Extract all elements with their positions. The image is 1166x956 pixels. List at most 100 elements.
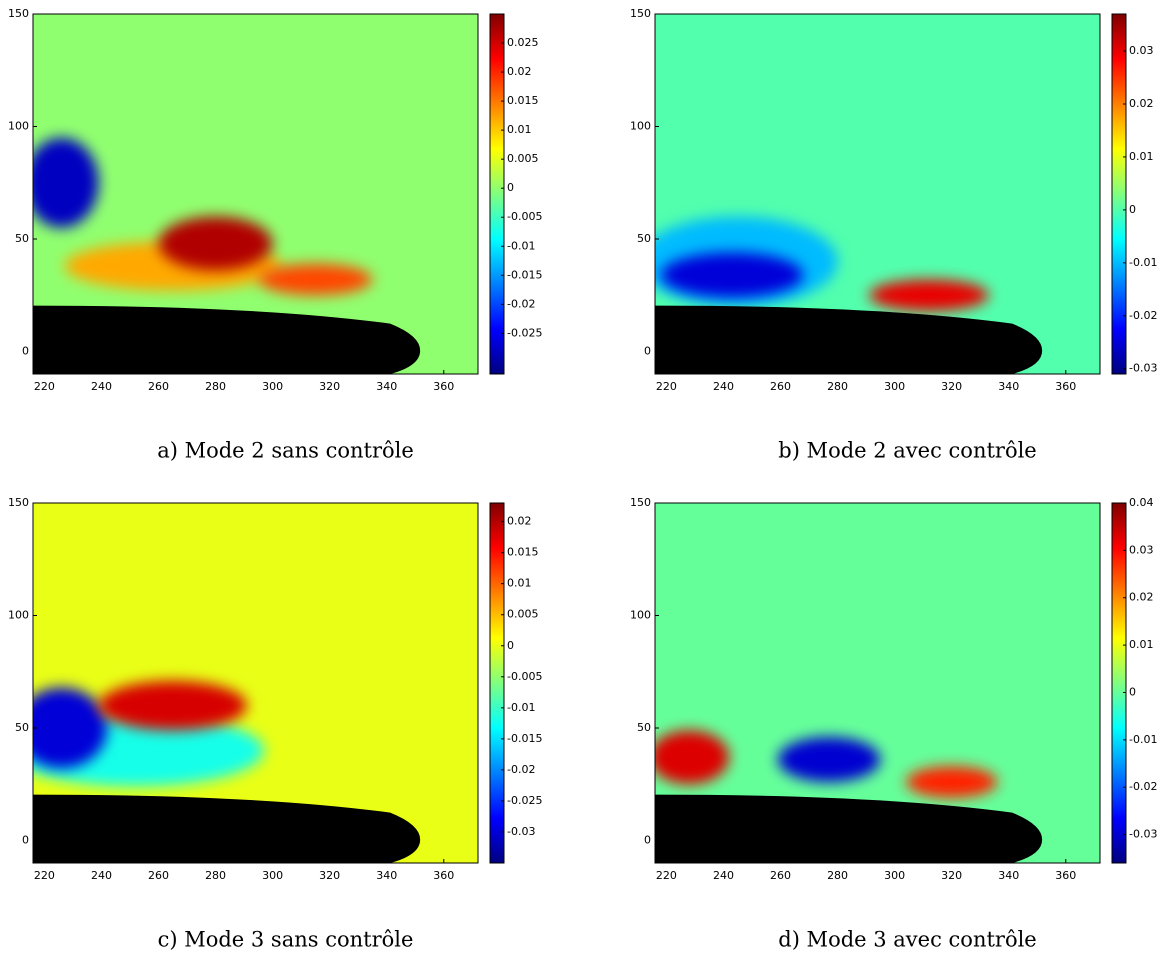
colorbar-tick-label: 0.01 [507,123,532,136]
axes-frame [654,502,1101,864]
colorbar-tick-label: 0.01 [1129,150,1154,163]
y-tick-label: 100 [8,609,29,622]
field-blob [777,737,881,782]
colorbar-tick-label: -0.01 [507,701,535,714]
x-tick-label: 220 [656,869,677,882]
colorbar-tick-label: 0.03 [1129,44,1154,57]
x-tick-label: 280 [827,380,848,393]
colorbar [489,13,505,375]
obstacle [655,305,1043,374]
plot-area [655,503,1100,863]
x-tick-label: 300 [884,869,905,882]
colorbar-tick-label: -0.005 [507,670,542,683]
obstacle [33,305,421,374]
colorbar-tick-label: 0.03 [1129,543,1154,556]
colorbar [1111,13,1127,375]
axes-frame [32,13,479,375]
y-tick-label: 0 [22,345,29,358]
y-tick-label: 50 [15,232,29,245]
y-tick-label: 0 [22,834,29,847]
caption: b) Mode 2 avec contrôle [778,439,1036,463]
colorbar-tick-label: -0.01 [1129,256,1157,269]
y-tick-label: 100 [8,120,29,133]
colorbar-tick-label: -0.015 [507,732,542,745]
colorbar-tick-label: 0.015 [507,94,539,107]
y-tick-label: 150 [8,496,29,509]
x-tick-label: 360 [1055,869,1076,882]
colorbar-tick-label: 0 [1129,685,1136,698]
x-tick-label: 320 [319,380,340,393]
colorbar [1111,502,1127,864]
caption: a) Mode 2 sans contrôle [157,439,414,463]
field-blob [33,687,108,769]
x-tick-label: 240 [713,380,734,393]
colorbar-tick-label: 0.02 [507,515,532,528]
colorbar-tick-label: 0.04 [1129,496,1154,509]
colorbar-tick-label: 0.01 [1129,638,1154,651]
colorbar-tick-label: 0 [507,639,514,652]
colorbar-tick-label: 0 [507,181,514,194]
x-tick-label: 220 [34,869,55,882]
x-tick-label: 240 [91,869,112,882]
colorbar-tick-label: -0.02 [1129,309,1157,322]
y-tick-label: 150 [630,496,651,509]
x-tick-label: 320 [941,380,962,393]
colorbar-tick-label: -0.015 [507,268,542,281]
x-tick-label: 340 [998,380,1019,393]
x-tick-label: 360 [1055,380,1076,393]
x-tick-label: 280 [205,869,226,882]
x-tick-label: 260 [770,869,791,882]
x-tick-label: 340 [998,869,1019,882]
colorbar-tick-label: 0.005 [507,608,539,621]
x-tick-label: 260 [148,869,169,882]
x-tick-label: 320 [319,869,340,882]
field-blob [98,680,247,731]
obstacle [655,794,1043,863]
y-tick-label: 150 [630,7,651,20]
y-tick-label: 50 [637,232,651,245]
colorbar-tick-label: -0.03 [1129,362,1157,375]
x-tick-label: 220 [656,380,677,393]
colorbar-tick-label: 0.02 [507,65,532,78]
x-tick-label: 280 [205,380,226,393]
field-blob [655,730,730,785]
x-tick-label: 240 [91,380,112,393]
field-blob [158,216,273,271]
x-tick-label: 280 [827,869,848,882]
field-blob [33,137,99,228]
colorbar [489,502,505,864]
plot-area [33,14,478,374]
plot-area [33,503,478,863]
y-tick-label: 50 [15,721,29,734]
y-tick-label: 100 [630,120,651,133]
colorbar-tick-label: 0.025 [507,36,539,49]
x-tick-label: 240 [713,869,734,882]
colorbar-tick-label: -0.02 [507,763,535,776]
y-tick-label: 50 [637,721,651,734]
y-tick-label: 0 [644,345,651,358]
x-tick-label: 340 [376,869,397,882]
colorbar-tick-label: -0.03 [507,825,535,838]
colorbar-tick-label: -0.005 [507,210,542,223]
field-blob [258,263,373,296]
plot-area [655,14,1100,374]
colorbar-tick-label: 0.005 [507,152,539,165]
x-tick-label: 300 [262,869,283,882]
axes-frame [32,502,479,864]
x-tick-label: 260 [770,380,791,393]
x-tick-label: 340 [376,380,397,393]
x-tick-label: 320 [941,869,962,882]
x-tick-label: 300 [262,380,283,393]
colorbar-tick-label: -0.02 [507,297,535,310]
colorbar-tick-label: -0.025 [507,794,542,807]
y-tick-label: 100 [630,609,651,622]
colorbar-tick-label: 0.01 [507,577,532,590]
colorbar-tick-label: -0.02 [1129,780,1157,793]
x-tick-label: 260 [148,380,169,393]
obstacle [33,794,421,863]
x-tick-label: 360 [433,380,454,393]
y-tick-label: 150 [8,7,29,20]
colorbar-tick-label: -0.01 [507,239,535,252]
field-blob [660,252,804,298]
colorbar-tick-label: -0.025 [507,326,542,339]
